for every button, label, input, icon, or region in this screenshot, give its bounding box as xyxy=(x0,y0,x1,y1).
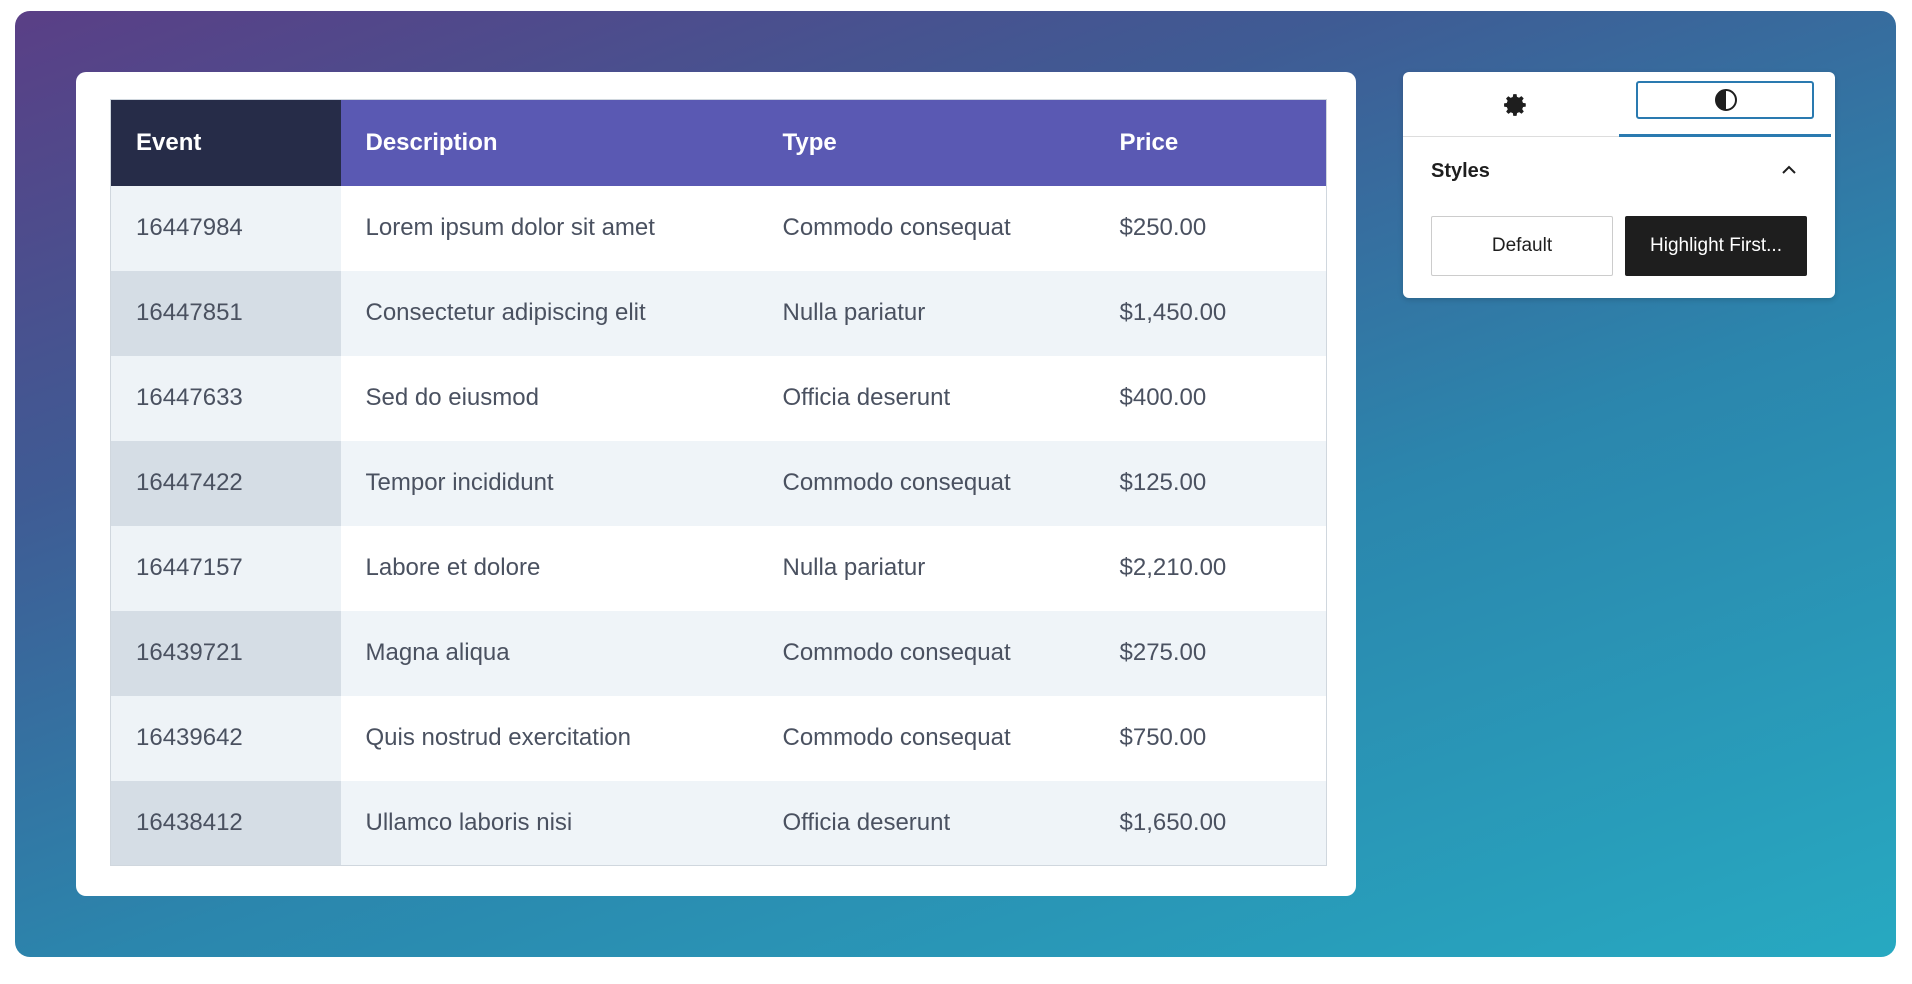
table-row: 16439721 Magna aliqua Commodo consequat $27… xyxy=(110,610,1327,696)
settings-panel: Styles Default Highlight First... xyxy=(1403,72,1835,298)
styles-tab[interactable] xyxy=(1636,81,1814,119)
table-cell: Nulla pariatur xyxy=(757,270,1095,356)
data-table: Event Description Type Price 16447984 Lorem i… xyxy=(110,99,1327,866)
table-cell: 16447633 xyxy=(110,355,341,441)
table-cell: 16439642 xyxy=(110,695,341,781)
table-cell: $1,450.00 xyxy=(1094,270,1327,356)
table-cell: $125.00 xyxy=(1094,440,1327,526)
table-cell: 16438412 xyxy=(110,780,341,866)
table-cell: $2,210.00 xyxy=(1094,525,1327,611)
table-row: 16447633 Sed do eiusmod Officia deserunt $4… xyxy=(110,355,1327,441)
header-cell: Description xyxy=(340,99,758,186)
style-button[interactable]: Default xyxy=(1431,216,1613,276)
table-cell: Ullamco laboris nisi xyxy=(340,780,758,866)
table-card: Event Description Type Price 16447984 Lorem i… xyxy=(76,72,1356,896)
table-cell: Labore et dolore xyxy=(340,525,758,611)
table-cell: Lorem ipsum dolor sit amet xyxy=(340,185,758,271)
table-cell: 16447984 xyxy=(110,185,341,271)
table-row: 16447422 Tempor incididunt Commodo consequ… xyxy=(110,440,1327,526)
style-button[interactable]: Highlight First... xyxy=(1625,216,1807,276)
tabs xyxy=(1403,72,1831,137)
table-cell: 16439721 xyxy=(110,610,341,696)
table-row: 16447984 Lorem ipsum dolor sit amet Commod… xyxy=(110,185,1327,271)
table-cell: $275.00 xyxy=(1094,610,1327,696)
contrast-icon xyxy=(1715,89,1737,111)
active-tab-indicator xyxy=(1619,134,1831,137)
section-title: Styles xyxy=(1431,160,1490,182)
table-cell: Tempor incididunt xyxy=(340,440,758,526)
table-cell: Commodo consequat xyxy=(757,185,1095,271)
table-cell: 16447851 xyxy=(110,270,341,356)
collapse-toggle[interactable] xyxy=(1779,160,1799,180)
settings-tab[interactable] xyxy=(1503,92,1529,118)
table-cell: Commodo consequat xyxy=(757,695,1095,781)
header-cell: Event xyxy=(110,99,341,186)
table-row: 16447157 Labore et dolore Nulla pariatur $2… xyxy=(110,525,1327,611)
table-row: 16438412 Ullamco laboris nisi Officia dese… xyxy=(110,780,1327,866)
table-cell: Sed do eiusmod xyxy=(340,355,758,441)
table-cell: 16447422 xyxy=(110,440,341,526)
table-cell: $250.00 xyxy=(1094,185,1327,271)
table-cell: $400.00 xyxy=(1094,355,1327,441)
table-cell: Magna aliqua xyxy=(340,610,758,696)
table-cell: Officia deserunt xyxy=(757,780,1095,866)
header-cell: Price xyxy=(1094,99,1327,186)
table-cell: $1,650.00 xyxy=(1094,780,1327,866)
table-cell: Commodo consequat xyxy=(757,440,1095,526)
header-row: Event Description Type Price xyxy=(110,99,1327,186)
table-cell: Nulla pariatur xyxy=(757,525,1095,611)
table-cell: Commodo consequat xyxy=(757,610,1095,696)
table-cell: $750.00 xyxy=(1094,695,1327,781)
header-cell: Type xyxy=(757,99,1095,186)
table-cell: Officia deserunt xyxy=(757,355,1095,441)
table-cell: Consectetur adipiscing elit xyxy=(340,270,758,356)
table-row: 16439642 Quis nostrud exercitation Commodo… xyxy=(110,695,1327,781)
table-cell: Quis nostrud exercitation xyxy=(340,695,758,781)
table-cell: 16447157 xyxy=(110,525,341,611)
table-row: 16447851 Consectetur adipiscing elit Nulla… xyxy=(110,270,1327,356)
